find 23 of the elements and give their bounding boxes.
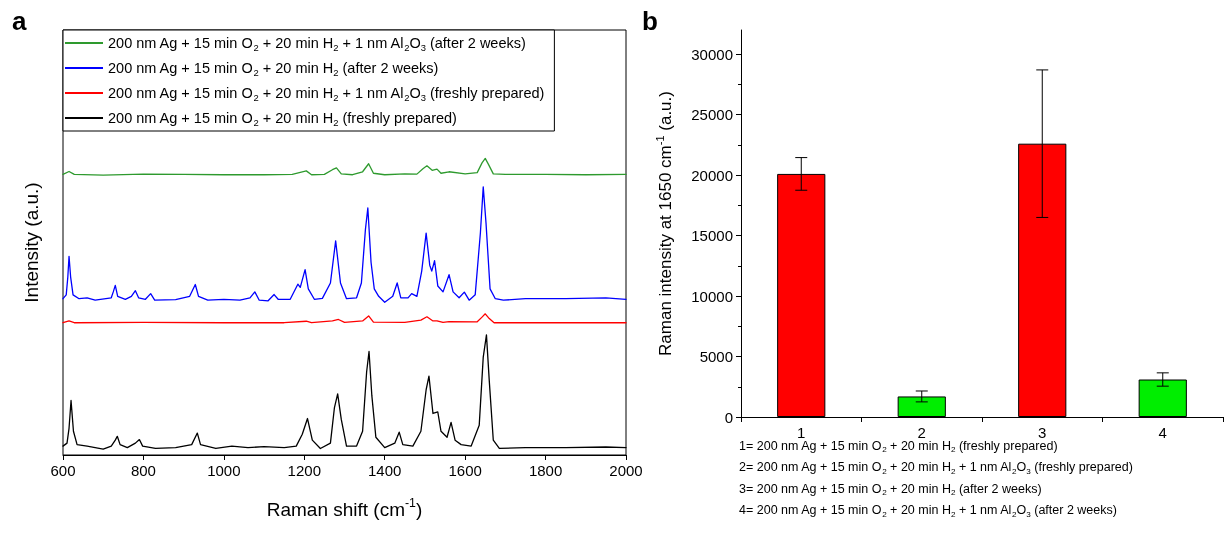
y-axis-title: Intensity (a.u.) <box>21 182 42 303</box>
y-tick-label: 15000 <box>691 227 733 245</box>
x-tick-label: 1200 <box>287 462 321 479</box>
x-tick-label: 4 <box>1158 424 1167 441</box>
y-tick-label: 5000 <box>699 348 733 366</box>
x-tick-label: 600 <box>50 462 76 479</box>
x-tick-label: 2000 <box>609 462 643 479</box>
x-tick-label: 1600 <box>448 462 482 479</box>
x-tick-label: 1 <box>797 424 806 441</box>
x-tick-label: 800 <box>130 462 156 479</box>
y-tick-label: 0 <box>724 408 733 426</box>
y-tick-label: 10000 <box>691 287 733 305</box>
x-tick-label: 3 <box>1038 424 1047 441</box>
text: b <box>642 6 658 36</box>
y-axis-title: Raman intensity at 1650 cm-1 (a.u.) <box>653 91 675 356</box>
x-tick-label: 1400 <box>368 462 402 479</box>
x-tick-label: 2 <box>917 424 926 441</box>
x-tick-label: 1000 <box>207 462 241 479</box>
text: a <box>12 6 27 36</box>
y-tick-label: 30000 <box>691 45 733 63</box>
y-tick-label: 20000 <box>691 166 733 184</box>
y-tick-label: 25000 <box>691 106 733 124</box>
x-tick-label: 1800 <box>528 462 563 479</box>
